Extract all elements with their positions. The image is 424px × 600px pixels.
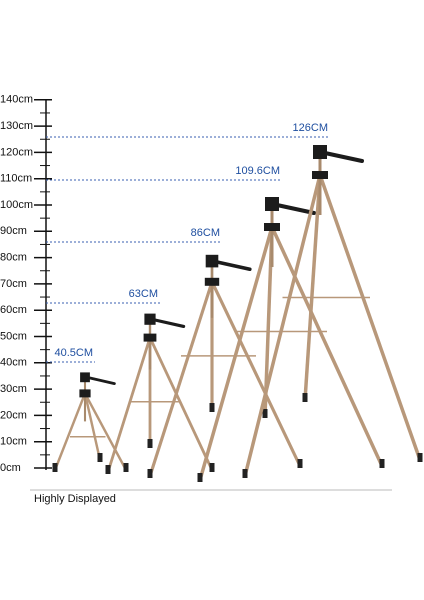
ruler-label: 40cm: [0, 357, 27, 369]
tripod-foot: [105, 465, 111, 474]
tripod-foot: [379, 459, 385, 468]
ruler-label: 50cm: [0, 330, 27, 342]
tripod-collar: [312, 171, 328, 179]
pan-handle: [153, 318, 186, 328]
tripod-foot: [262, 409, 268, 418]
tripod-foot: [52, 463, 58, 472]
tripod-collar: [204, 277, 220, 286]
tripod-leg: [148, 337, 214, 471]
pan-handle: [215, 260, 252, 272]
tripod-leg: [270, 226, 384, 467]
tripod-foot: [302, 393, 308, 402]
tripod-foot: [209, 403, 215, 412]
ruler-label: 20cm: [0, 409, 27, 421]
tripod-leg: [243, 174, 322, 477]
height-label: 86CM: [191, 227, 220, 239]
tripod-foot: [197, 473, 203, 482]
tripod-collar: [79, 389, 91, 398]
height-label: 109.6CM: [235, 165, 280, 177]
tripod-leg: [303, 174, 322, 401]
tripod-leg: [198, 226, 274, 481]
tripod-foot: [147, 439, 153, 448]
tripod-leg: [148, 281, 214, 477]
ruler-label: 90cm: [0, 225, 27, 237]
ruler-label: 140cm: [0, 94, 33, 106]
ruler-label: 80cm: [0, 252, 27, 264]
tripod-foot: [209, 463, 215, 472]
ruler-label: 110cm: [0, 173, 32, 185]
caption: Highly Displayed: [34, 493, 116, 505]
pan-handle: [88, 376, 116, 386]
tripod-collar: [143, 333, 157, 342]
tripod-foot: [147, 469, 153, 478]
tripod-head: [144, 313, 156, 325]
ruler-label: 10cm: [0, 436, 27, 448]
ruler-label: 30cm: [0, 383, 27, 395]
tripod-leg: [83, 393, 102, 461]
tripod-foot: [242, 469, 248, 478]
tripod-foot: [297, 459, 303, 468]
tripod-leg: [318, 174, 422, 461]
height-label: 40.5CM: [54, 347, 93, 359]
tripod-foot: [123, 463, 129, 472]
tripod-collar: [264, 223, 280, 231]
tripod-head: [265, 197, 279, 211]
height-label: 63CM: [129, 288, 158, 300]
pan-handle: [275, 203, 316, 215]
tripod-head: [313, 145, 327, 159]
ruler-label: 120cm: [0, 146, 33, 158]
tripod-leg: [83, 392, 128, 471]
pan-handle: [323, 151, 364, 163]
tripod-foot: [97, 453, 103, 462]
tripod-leg: [210, 281, 302, 467]
ruler-label: 0cm: [0, 462, 21, 474]
ruler-label: 130cm: [0, 120, 33, 132]
height-label: 126CM: [293, 122, 328, 134]
ruler-label: 100cm: [0, 199, 33, 211]
ruler-label: 60cm: [0, 304, 27, 316]
tripod-head: [205, 254, 219, 268]
tripod-leg: [53, 392, 87, 471]
tripod-foot: [417, 453, 423, 462]
ruler-label: 70cm: [0, 278, 27, 290]
tripod-head: [80, 372, 90, 383]
tripod-leg: [106, 337, 152, 473]
